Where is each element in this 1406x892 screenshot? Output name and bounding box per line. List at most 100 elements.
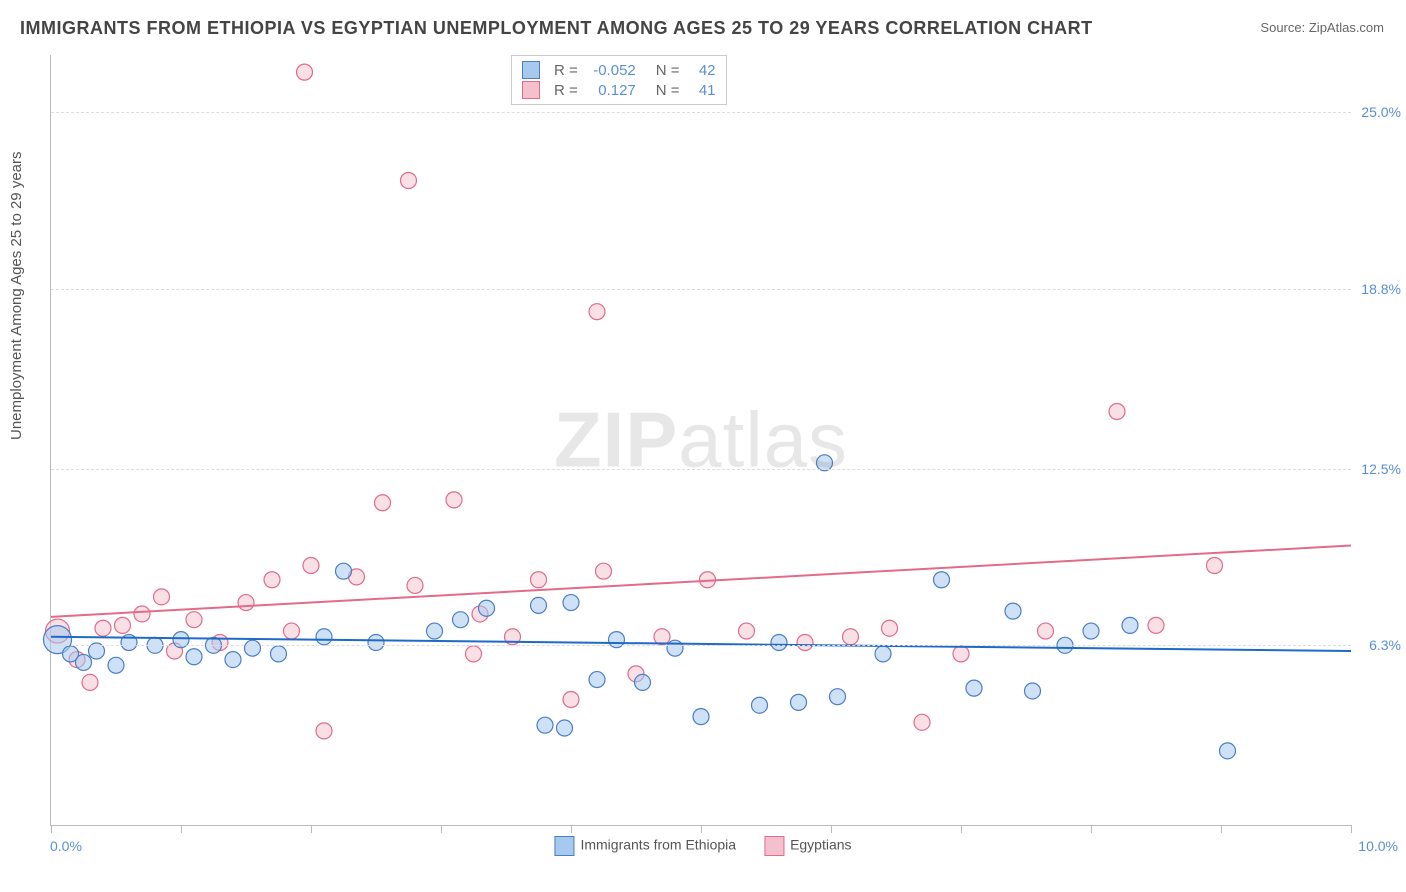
data-point xyxy=(739,623,755,639)
data-point xyxy=(271,646,287,662)
gridline xyxy=(51,289,1351,290)
data-point xyxy=(336,563,352,579)
data-point xyxy=(771,634,787,650)
stats-n-value: 41 xyxy=(688,82,716,99)
gridline xyxy=(51,469,1351,470)
data-point xyxy=(76,654,92,670)
data-point xyxy=(1038,623,1054,639)
data-point xyxy=(1122,617,1138,633)
x-tick xyxy=(701,825,702,833)
data-point xyxy=(427,623,443,639)
data-point xyxy=(1005,603,1021,619)
data-point xyxy=(407,577,423,593)
legend-bottom: Immigrants from Ethiopia Egyptians xyxy=(554,836,851,856)
y-tick-label: 6.3% xyxy=(1369,637,1401,653)
x-tick xyxy=(311,825,312,833)
data-point xyxy=(914,714,930,730)
stats-r-label: R = xyxy=(554,62,578,79)
legend-label: Egyptians xyxy=(790,837,851,853)
data-point xyxy=(284,623,300,639)
data-point xyxy=(531,597,547,613)
x-tick xyxy=(961,825,962,833)
data-point xyxy=(375,495,391,511)
stats-swatch xyxy=(522,61,540,79)
stats-swatch xyxy=(522,81,540,99)
data-point xyxy=(875,646,891,662)
y-tick-label: 25.0% xyxy=(1361,104,1401,120)
data-point xyxy=(557,720,573,736)
x-axis-min-label: 0.0% xyxy=(50,838,82,854)
data-point xyxy=(596,563,612,579)
data-point xyxy=(752,697,768,713)
data-point xyxy=(589,304,605,320)
data-point xyxy=(479,600,495,616)
data-point xyxy=(108,657,124,673)
stats-n-value: 42 xyxy=(688,62,716,79)
legend-item: Egyptians xyxy=(764,836,851,856)
stats-r-label: R = xyxy=(554,82,578,99)
x-tick xyxy=(441,825,442,833)
data-point xyxy=(537,717,553,733)
y-axis-label: Unemployment Among Ages 25 to 29 years xyxy=(8,151,25,440)
stats-r-value: -0.052 xyxy=(586,62,636,79)
data-point xyxy=(186,612,202,628)
plot-area: ZIPatlas R =-0.052N =42R =0.127N =41 6.3… xyxy=(50,55,1351,826)
data-point xyxy=(134,606,150,622)
data-point xyxy=(82,674,98,690)
legend-item: Immigrants from Ethiopia xyxy=(554,836,736,856)
data-point xyxy=(316,629,332,645)
data-point xyxy=(563,692,579,708)
data-point xyxy=(1207,557,1223,573)
data-point xyxy=(1083,623,1099,639)
stats-r-value: 0.127 xyxy=(586,82,636,99)
chart-svg xyxy=(51,55,1351,825)
data-point xyxy=(453,612,469,628)
data-point xyxy=(589,672,605,688)
data-point xyxy=(316,723,332,739)
data-point xyxy=(154,589,170,605)
data-point xyxy=(238,595,254,611)
data-point xyxy=(264,572,280,588)
data-point xyxy=(791,694,807,710)
x-tick xyxy=(1221,825,1222,833)
x-tick xyxy=(571,825,572,833)
data-point xyxy=(693,709,709,725)
gridline xyxy=(51,112,1351,113)
x-axis-max-label: 10.0% xyxy=(1358,838,1398,854)
legend-label: Immigrants from Ethiopia xyxy=(580,837,736,853)
data-point xyxy=(245,640,261,656)
data-point xyxy=(303,557,319,573)
data-point xyxy=(1148,617,1164,633)
x-tick xyxy=(831,825,832,833)
source-attribution: Source: ZipAtlas.com xyxy=(1260,20,1384,35)
chart-title: IMMIGRANTS FROM ETHIOPIA VS EGYPTIAN UNE… xyxy=(20,18,1093,39)
data-point xyxy=(830,689,846,705)
stats-n-label: N = xyxy=(656,82,680,99)
x-tick xyxy=(1091,825,1092,833)
source-value: ZipAtlas.com xyxy=(1309,20,1384,35)
source-label: Source: xyxy=(1260,20,1305,35)
data-point xyxy=(934,572,950,588)
data-point xyxy=(297,64,313,80)
data-point xyxy=(953,646,969,662)
data-point xyxy=(531,572,547,588)
y-tick-label: 18.8% xyxy=(1361,281,1401,297)
data-point xyxy=(401,172,417,188)
data-point xyxy=(368,634,384,650)
stats-n-label: N = xyxy=(656,62,680,79)
gridline xyxy=(51,645,1351,646)
data-point xyxy=(966,680,982,696)
data-point xyxy=(797,634,813,650)
data-point xyxy=(95,620,111,636)
data-point xyxy=(1109,403,1125,419)
data-point xyxy=(1025,683,1041,699)
data-point xyxy=(466,646,482,662)
x-tick xyxy=(181,825,182,833)
y-tick-label: 12.5% xyxy=(1361,461,1401,477)
legend-swatch xyxy=(764,836,784,856)
data-point xyxy=(882,620,898,636)
x-tick xyxy=(1351,825,1352,833)
data-point xyxy=(843,629,859,645)
data-point xyxy=(563,595,579,611)
stats-legend-box: R = -0.052 N = 42 R = 0.127 N = 41 xyxy=(511,55,727,105)
